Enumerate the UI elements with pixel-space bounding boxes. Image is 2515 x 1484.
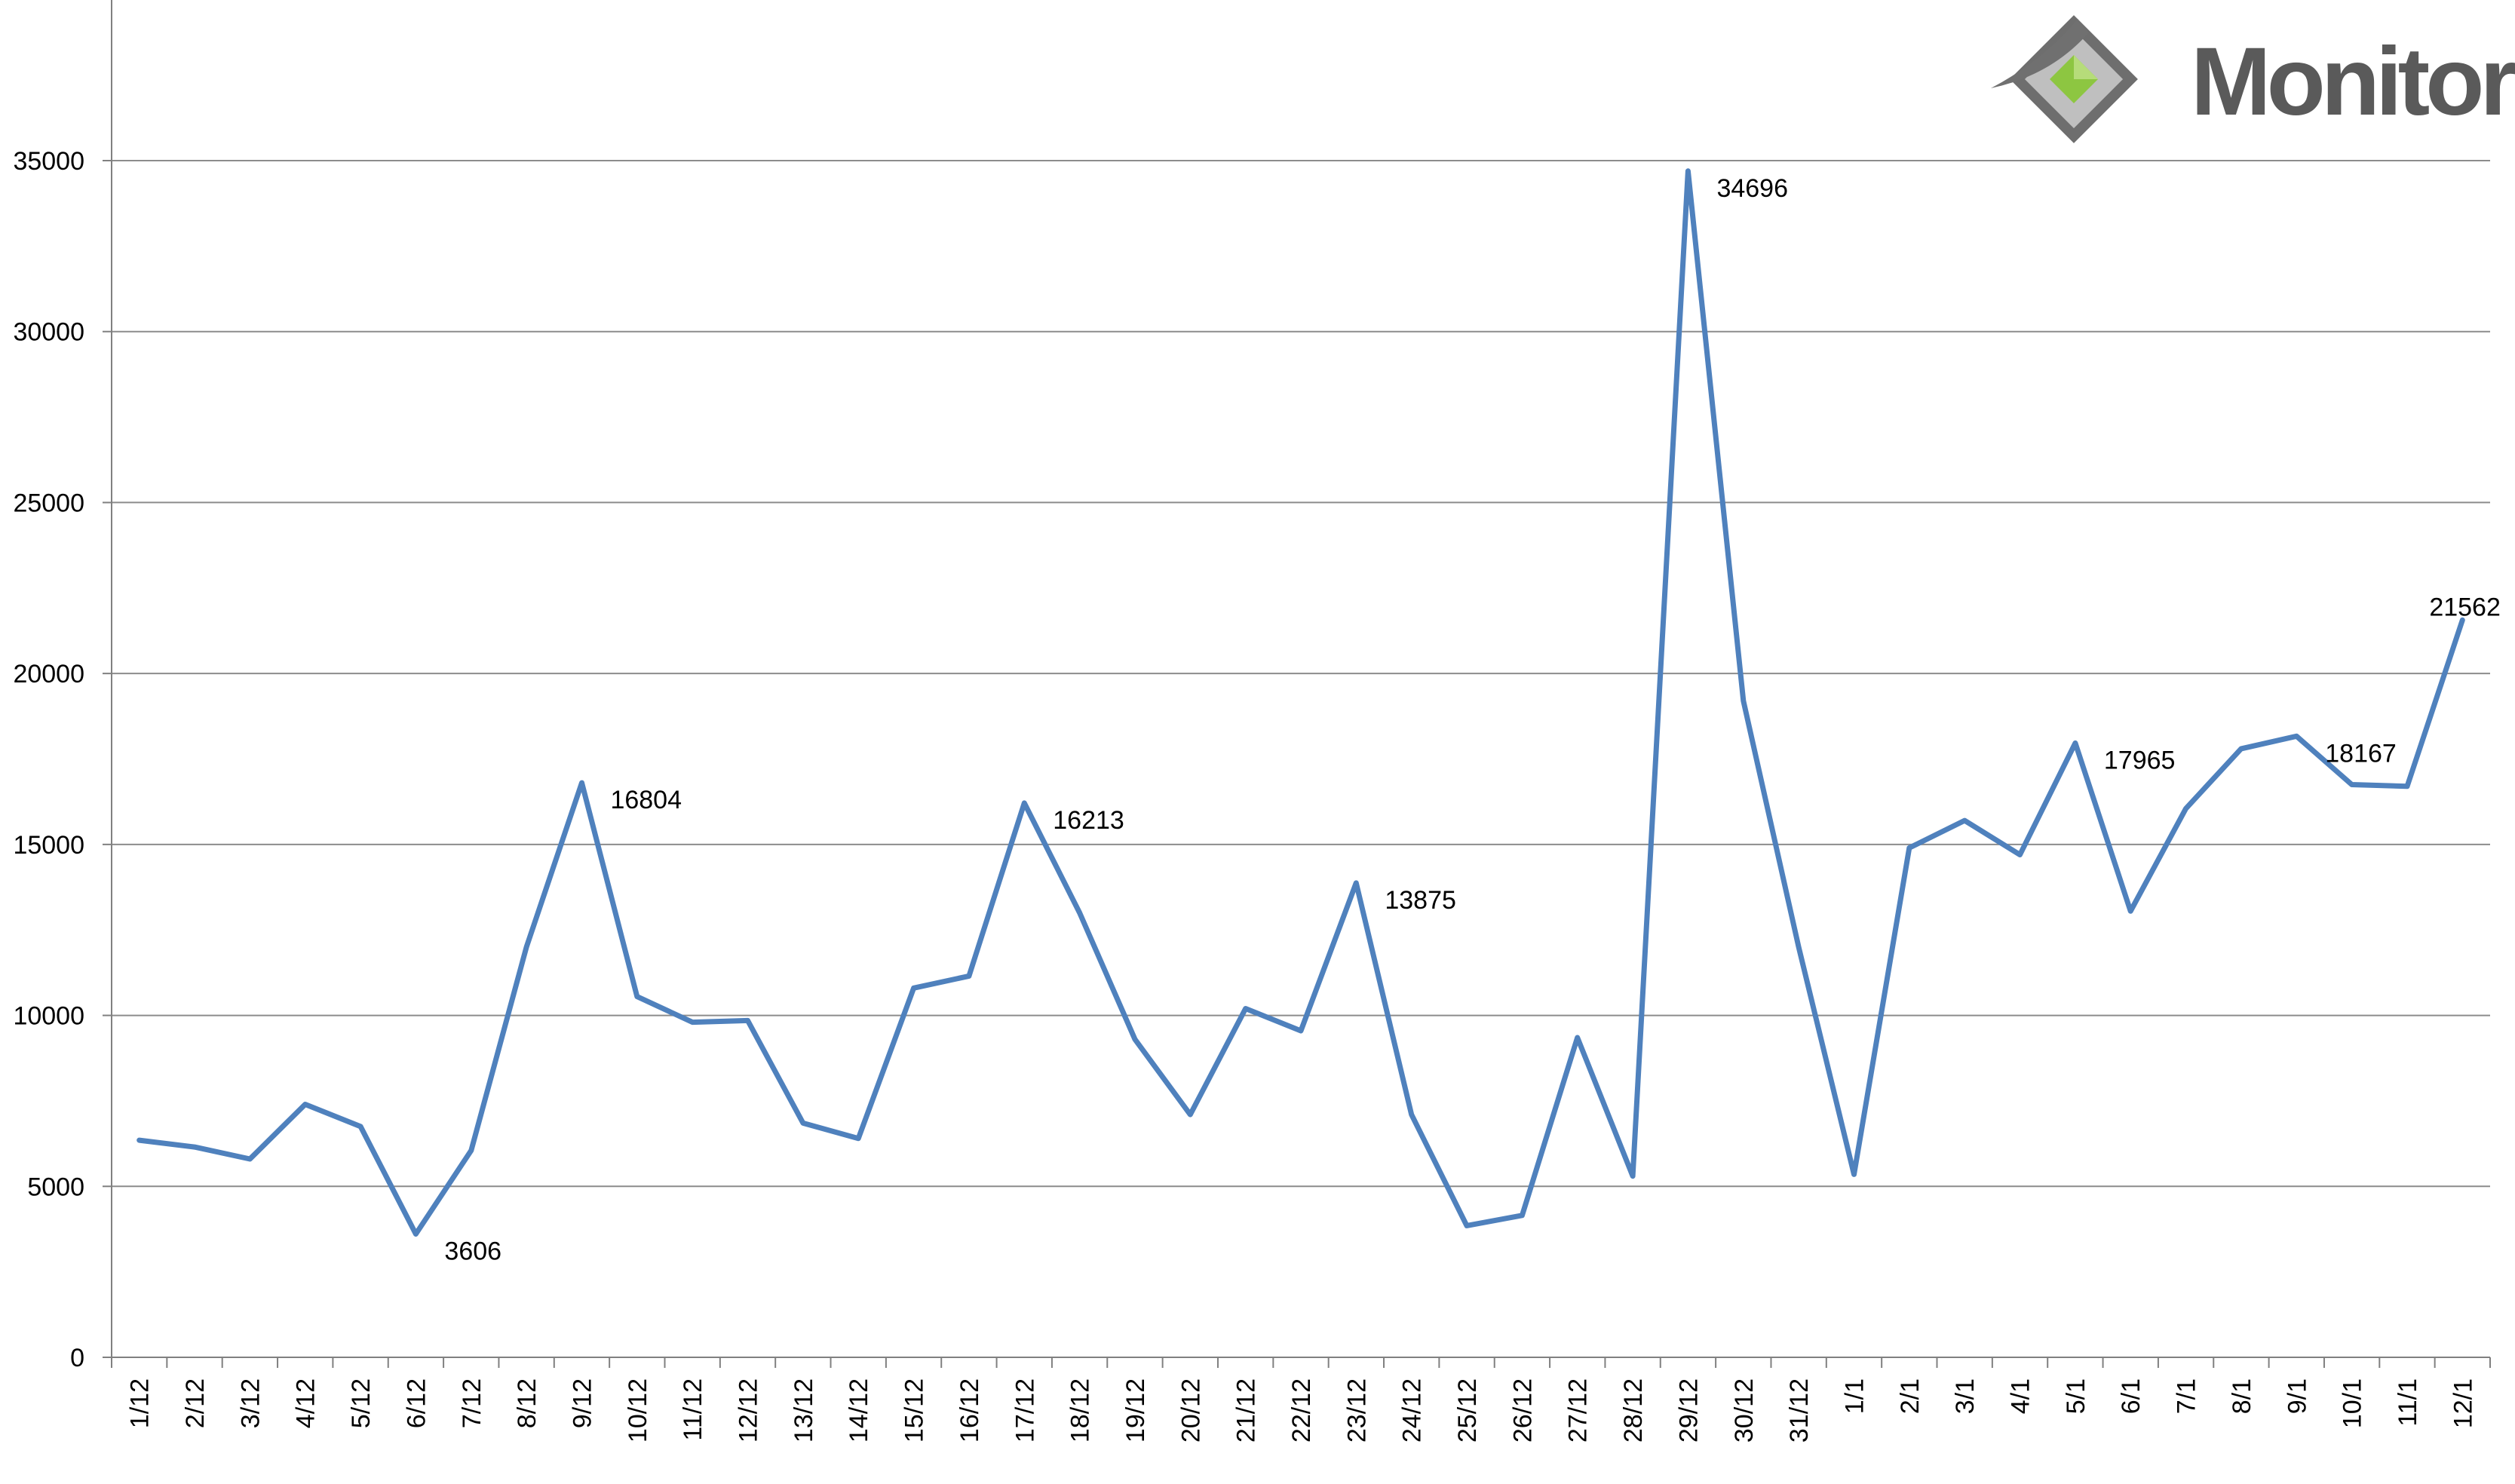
- x-tick-label: 27/12: [1564, 1378, 1593, 1443]
- data-labels: 3606 16804 16213 13875 34696 17965 18167 21562: [444, 174, 2500, 1266]
- series-line: [136, 168, 2465, 1237]
- x-tick-label: 12/1: [2449, 1378, 2477, 1428]
- y-tick-label: 0: [70, 1344, 84, 1372]
- x-tick-label: 31/12: [1785, 1378, 1814, 1443]
- monitor-logo: Monitor: [1991, 15, 2515, 143]
- y-tick-label: 35000: [13, 147, 84, 176]
- x-tick-label: 21/12: [1232, 1378, 1261, 1443]
- logo-text: Monitor: [2191, 28, 2515, 136]
- data-label: 34696: [1716, 174, 1788, 203]
- y-tick-label: 20000: [13, 660, 84, 688]
- y-tick-label: 25000: [13, 489, 84, 517]
- x-tick-label: 13/12: [790, 1378, 818, 1443]
- x-tick-label: 15/12: [900, 1378, 929, 1443]
- x-tick-label: 8/12: [513, 1378, 541, 1428]
- x-tick-label: 8/1: [2228, 1378, 2256, 1414]
- x-tick-label: 6/1: [2117, 1378, 2145, 1414]
- y-tick-label: 30000: [13, 318, 84, 347]
- x-tick-label: 5/12: [347, 1378, 376, 1428]
- x-tick-label: 1/1: [1840, 1378, 1869, 1414]
- x-axis-ticks: 1/12 2/12 3/12 4/12 5/12 6/12 7/12 8/12 9/12 10/1…: [111, 1357, 2491, 1443]
- data-label: 21562: [2429, 593, 2501, 621]
- x-tick-label: 6/12: [402, 1378, 431, 1428]
- x-tick-label: 1/12: [126, 1378, 155, 1428]
- x-tick-label: 29/12: [1674, 1378, 1703, 1443]
- x-tick-label: 9/1: [2283, 1378, 2311, 1414]
- x-tick-label: 2/12: [181, 1378, 210, 1428]
- x-tick-label: 12/12: [735, 1378, 763, 1443]
- x-tick-label: 11/12: [679, 1378, 707, 1441]
- x-tick-label: 14/12: [845, 1378, 873, 1443]
- x-tick-label: 10/12: [624, 1378, 652, 1443]
- x-tick-label: 7/12: [458, 1378, 486, 1428]
- x-tick-label: 19/12: [1121, 1378, 1150, 1443]
- x-tick-label: 4/1: [2007, 1378, 2035, 1414]
- data-label: 16804: [610, 786, 682, 814]
- x-tick-label: 2/1: [1896, 1378, 1925, 1414]
- x-tick-label: 5/1: [2062, 1378, 2090, 1414]
- x-tick-label: 28/12: [1619, 1378, 1648, 1443]
- x-tick-label: 25/12: [1453, 1378, 1482, 1443]
- x-tick-label: 23/12: [1342, 1378, 1371, 1443]
- data-label: 13875: [1385, 886, 1456, 915]
- x-tick-label: 30/12: [1730, 1378, 1759, 1443]
- x-tick-label: 3/12: [236, 1378, 265, 1428]
- y-tick-label: 10000: [13, 1002, 84, 1031]
- x-tick-label: 17/12: [1011, 1378, 1039, 1443]
- data-label: 18167: [2325, 739, 2397, 768]
- x-tick-label: 10/1: [2339, 1378, 2367, 1428]
- data-label: 3606: [444, 1237, 501, 1265]
- x-tick-label: 7/1: [2173, 1378, 2201, 1414]
- x-tick-label: 16/12: [955, 1378, 984, 1443]
- x-tick-label: 11/1: [2394, 1378, 2422, 1427]
- data-label: 17965: [2104, 746, 2176, 774]
- y-tick-label: 5000: [27, 1173, 84, 1201]
- x-tick-label: 24/12: [1398, 1378, 1427, 1443]
- x-tick-label: 22/12: [1287, 1378, 1316, 1443]
- y-axis-ticks: 0 5000 10000 15000 20000 25000 30000 35000: [13, 147, 112, 1372]
- x-tick-label: 26/12: [1508, 1378, 1537, 1443]
- x-tick-label: 18/12: [1066, 1378, 1095, 1443]
- x-tick-label: 20/12: [1176, 1378, 1205, 1443]
- x-tick-label: 4/12: [292, 1378, 321, 1428]
- y-tick-label: 15000: [13, 831, 84, 860]
- x-tick-label: 9/12: [568, 1378, 597, 1428]
- data-label: 16213: [1053, 806, 1124, 835]
- x-tick-label: 3/1: [1951, 1378, 1980, 1414]
- logo-mark-icon: [1991, 15, 2138, 143]
